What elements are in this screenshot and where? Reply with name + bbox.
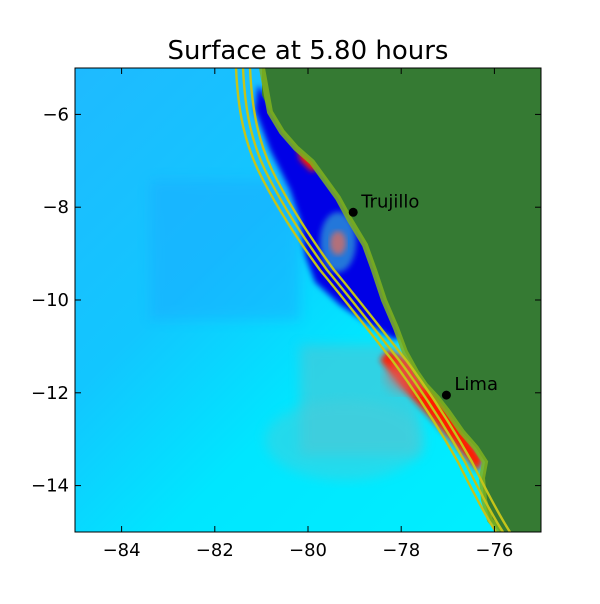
city-marker-trujillo: [348, 207, 358, 217]
y-axis-ticks: −14 −12 −10 −8 −6: [31, 104, 541, 497]
contour-line-3: [248, 68, 512, 532]
city-label-lima: Lima: [454, 374, 498, 395]
city-markers: Trujillo Lima: [348, 191, 498, 400]
contour-line-2: [241, 68, 505, 532]
map-plot-area: [75, 68, 541, 532]
y-tick-label: −6: [42, 104, 69, 125]
y-tick-label: −12: [31, 383, 69, 404]
x-tick-label: −76: [475, 540, 513, 561]
offshore-gray-patch-2: [265, 400, 425, 480]
coast-fringe: [259, 68, 503, 532]
y-tick-label: −14: [31, 476, 69, 497]
city-marker-lima: [441, 390, 451, 400]
city-label-trujillo: Trujillo: [360, 191, 419, 212]
y-tick-label: −10: [31, 290, 69, 311]
land-peru: [262, 68, 541, 532]
x-tick-label: −82: [196, 540, 234, 561]
x-tick-label: −84: [103, 540, 141, 561]
wave-crest-trujillo: [330, 231, 346, 255]
offshore-blue-patch: [150, 180, 300, 320]
contour-line-1: [234, 68, 498, 532]
map-title: Surface at 5.80 hours: [168, 36, 449, 66]
x-axis-ticks: −84 −82 −80 −78 −76: [103, 68, 513, 561]
x-tick-label: −78: [382, 540, 420, 561]
y-tick-label: −8: [42, 197, 69, 218]
x-tick-label: −80: [289, 540, 327, 561]
